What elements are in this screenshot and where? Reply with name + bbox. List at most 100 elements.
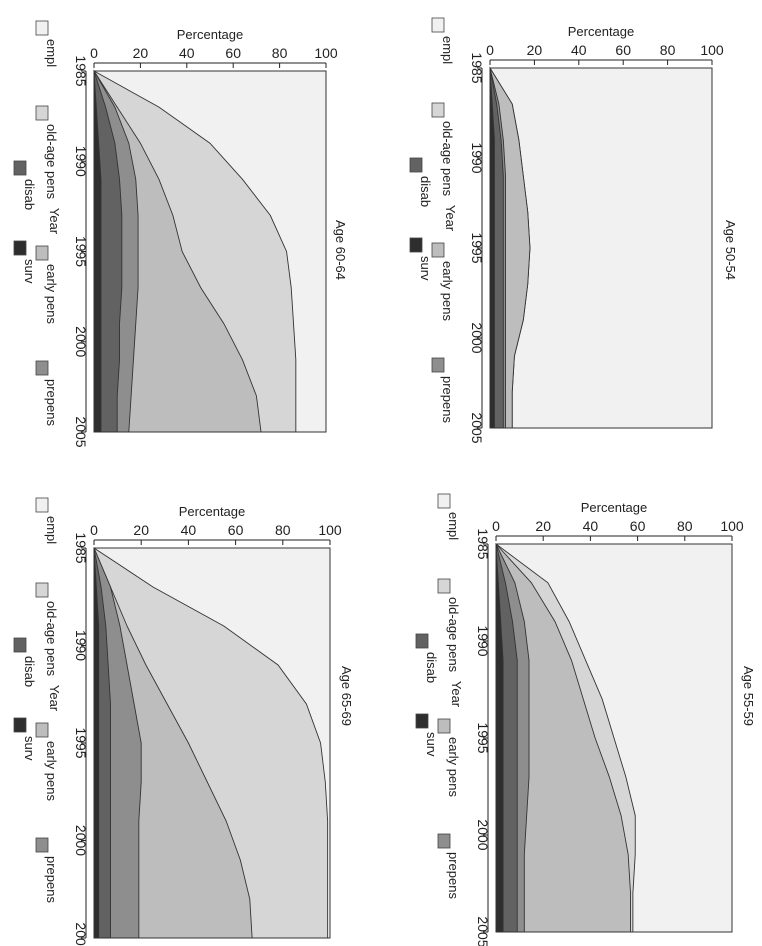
legend-label: empl [440, 36, 455, 64]
x-tick-label: 2000 [73, 326, 89, 357]
legend-label: surv [22, 736, 37, 761]
legend-label: prepens [446, 852, 461, 899]
legend-swatch [431, 242, 445, 258]
y-tick-label: 20 [527, 42, 543, 58]
legend-label: prepens [44, 856, 59, 903]
x-tick-label: 2005 [475, 916, 491, 946]
legend-label: surv [418, 256, 433, 281]
legend-swatch [415, 633, 429, 649]
x-tick-label: 2000 [475, 819, 491, 850]
legend-label: disab [22, 656, 37, 687]
legend-label: disab [418, 176, 433, 207]
x-tick-label: 1985 [73, 55, 89, 86]
legend-swatch [409, 157, 423, 173]
legend: empl old-age pens early pens prepens disab su… [13, 20, 59, 426]
y-tick-label: 0 [492, 518, 500, 534]
y-tick-label: 20 [535, 518, 551, 534]
y-tick-label: 0 [486, 42, 494, 58]
y-tick-label: 0 [90, 522, 98, 538]
x-tick-label: 2005 [469, 412, 485, 443]
chart-panel: 0 20 40 60 80 100 Percentage 1985 1990 1995 2000 20… [415, 493, 756, 946]
legend-label: surv [22, 259, 37, 284]
legend-swatch [431, 102, 445, 118]
x-tick-label: 1985 [475, 528, 491, 559]
area-surv [489, 67, 495, 429]
panel-title: Age 55-59 [741, 666, 756, 726]
y-axis-label: Percentage [179, 504, 246, 519]
x-tick-label: 1995 [73, 236, 89, 267]
x-axis-label: Year [47, 685, 62, 712]
x-tick-label: 2005 [73, 922, 89, 946]
legend-swatch [431, 17, 445, 33]
legend-swatch [437, 493, 451, 509]
y-axis-label: Percentage [581, 500, 648, 515]
legend-label: early pens [44, 741, 59, 801]
y-tick-label: 40 [179, 45, 195, 61]
y-tick-label: 60 [630, 518, 646, 534]
legend-swatch [35, 582, 49, 598]
x-tick-label: 1990 [475, 625, 491, 656]
y-tick-label: 40 [583, 518, 599, 534]
x-tick-label: 1995 [475, 722, 491, 753]
legend-swatch [13, 240, 27, 256]
x-axis-label: Year [449, 681, 464, 708]
legend-label: old-age pens [44, 601, 59, 677]
y-tick-label: 100 [720, 518, 744, 534]
legend-swatch [35, 837, 49, 853]
x-tick-label: 2005 [73, 416, 89, 447]
y-tick-label: 80 [660, 42, 676, 58]
legend-swatch [431, 357, 445, 373]
x-tick-label: 2000 [73, 825, 89, 856]
x-tick-label: 1995 [73, 727, 89, 758]
legend-label: disab [22, 179, 37, 210]
chart-panel: 0 20 40 60 80 100 Percentage 1985 1990 1995 2000 20… [409, 17, 738, 444]
x-tick-label: 1985 [73, 532, 89, 563]
legend-label: old-age pens [44, 124, 59, 200]
y-tick-label: 80 [677, 518, 693, 534]
y-tick-label: 20 [133, 45, 149, 61]
plot-frame [495, 543, 733, 933]
legend-label: early pens [446, 737, 461, 797]
plot-frame [489, 67, 713, 429]
legend-label: old-age pens [446, 597, 461, 673]
y-tick-label: 100 [314, 45, 338, 61]
y-tick-label: 20 [133, 522, 149, 538]
x-tick-label: 1990 [469, 142, 485, 173]
legend-swatch [437, 833, 451, 849]
x-tick-label: 1985 [469, 52, 485, 83]
y-tick-label: 60 [615, 42, 631, 58]
x-tick-label: 1990 [73, 146, 89, 177]
y-tick-label: 80 [275, 522, 291, 538]
legend-label: empl [44, 39, 59, 67]
y-tick-label: 40 [181, 522, 197, 538]
legend-swatch [409, 237, 423, 253]
legend-label: old-age pens [440, 121, 455, 197]
legend-label: empl [446, 512, 461, 540]
x-tick-label: 1995 [469, 232, 485, 263]
plot-frame [93, 70, 327, 433]
legend-label: early pens [440, 261, 455, 321]
y-tick-label: 60 [228, 522, 244, 538]
panel-title: Age 50-54 [723, 220, 738, 280]
y-tick-label: 100 [700, 42, 724, 58]
legend-swatch [35, 245, 49, 261]
legend-swatch [13, 160, 27, 176]
chart-panel: 0 20 40 60 80 100 Percentage 1985 1990 1995 2000 20… [13, 497, 354, 946]
legend-swatch [437, 718, 451, 734]
y-tick-label: 100 [318, 522, 342, 538]
x-axis-label: Year [47, 208, 62, 235]
legend: empl old-age pens early pens prepens disab su… [409, 17, 455, 423]
plot-frame [93, 547, 331, 939]
legend-label: disab [424, 652, 439, 683]
y-tick-label: 80 [272, 45, 288, 61]
legend-swatch [35, 497, 49, 513]
legend-swatch [415, 713, 429, 729]
legend-swatch [13, 637, 27, 653]
legend-swatch [13, 717, 27, 733]
legend-label: prepens [44, 379, 59, 426]
legend: empl old-age pens early pens prepens disab su… [415, 493, 461, 899]
panel-title: Age 60-64 [333, 220, 348, 280]
y-tick-label: 60 [225, 45, 241, 61]
chart-panel: 0 20 40 60 80 100 Percentage 1985 1990 1995 2000 20… [13, 20, 348, 448]
